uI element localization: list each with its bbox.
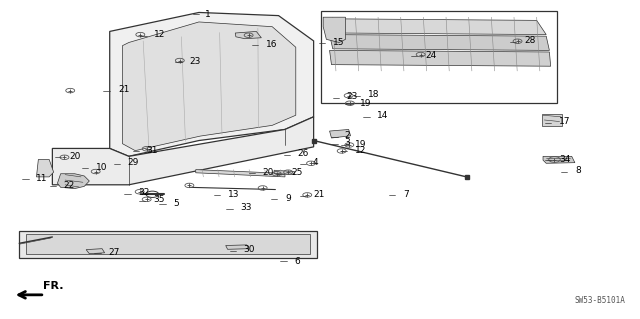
Text: 27: 27 [108,248,120,257]
Polygon shape [109,12,314,156]
Text: 21: 21 [118,85,129,94]
Text: 28: 28 [524,36,535,45]
Text: 7: 7 [403,190,408,199]
Polygon shape [58,174,90,189]
Polygon shape [330,34,549,50]
Polygon shape [86,249,104,254]
Polygon shape [543,156,575,163]
Text: 8: 8 [575,166,580,175]
Text: 4: 4 [312,158,318,167]
Text: 13: 13 [228,190,239,199]
Text: 31: 31 [147,145,158,154]
Polygon shape [122,22,296,151]
Text: FR.: FR. [43,281,63,291]
Text: 22: 22 [64,181,75,190]
Polygon shape [236,32,261,39]
Text: 30: 30 [244,245,255,254]
Text: 25: 25 [291,168,303,177]
Text: 23: 23 [189,57,201,66]
Polygon shape [274,170,294,175]
Polygon shape [330,130,351,138]
Text: 29: 29 [127,158,139,167]
Text: 5: 5 [173,199,179,208]
Text: 15: 15 [333,38,344,47]
Polygon shape [26,234,310,254]
Text: 21: 21 [314,190,325,199]
Text: 20: 20 [262,168,274,177]
Text: SW53-B5101A: SW53-B5101A [575,296,626,305]
Text: 10: 10 [96,163,107,172]
Text: 19: 19 [360,99,371,108]
Text: 20: 20 [69,152,80,161]
Text: 33: 33 [241,203,252,212]
Text: 2: 2 [344,131,350,140]
Text: 12: 12 [154,30,166,39]
Text: 17: 17 [559,117,570,126]
Text: 12: 12 [355,145,367,154]
Polygon shape [330,50,550,66]
Polygon shape [196,170,285,177]
Polygon shape [19,231,317,257]
Text: 23: 23 [347,93,358,101]
Text: 1: 1 [205,10,211,19]
Text: 3: 3 [344,137,350,147]
Text: 6: 6 [294,257,300,266]
Text: 26: 26 [298,149,309,158]
Polygon shape [330,19,546,34]
Text: 11: 11 [36,174,48,183]
Polygon shape [226,245,248,249]
Text: 24: 24 [425,51,436,60]
Text: 34: 34 [559,155,570,164]
Text: 9: 9 [285,194,291,203]
Polygon shape [36,160,54,177]
Text: 35: 35 [153,196,164,204]
Text: 32: 32 [138,188,150,197]
Text: 19: 19 [355,140,367,149]
Text: 16: 16 [266,40,277,48]
Polygon shape [52,117,314,185]
Text: 18: 18 [368,90,380,99]
Polygon shape [323,17,346,42]
Text: 14: 14 [378,111,388,120]
Polygon shape [541,114,562,126]
